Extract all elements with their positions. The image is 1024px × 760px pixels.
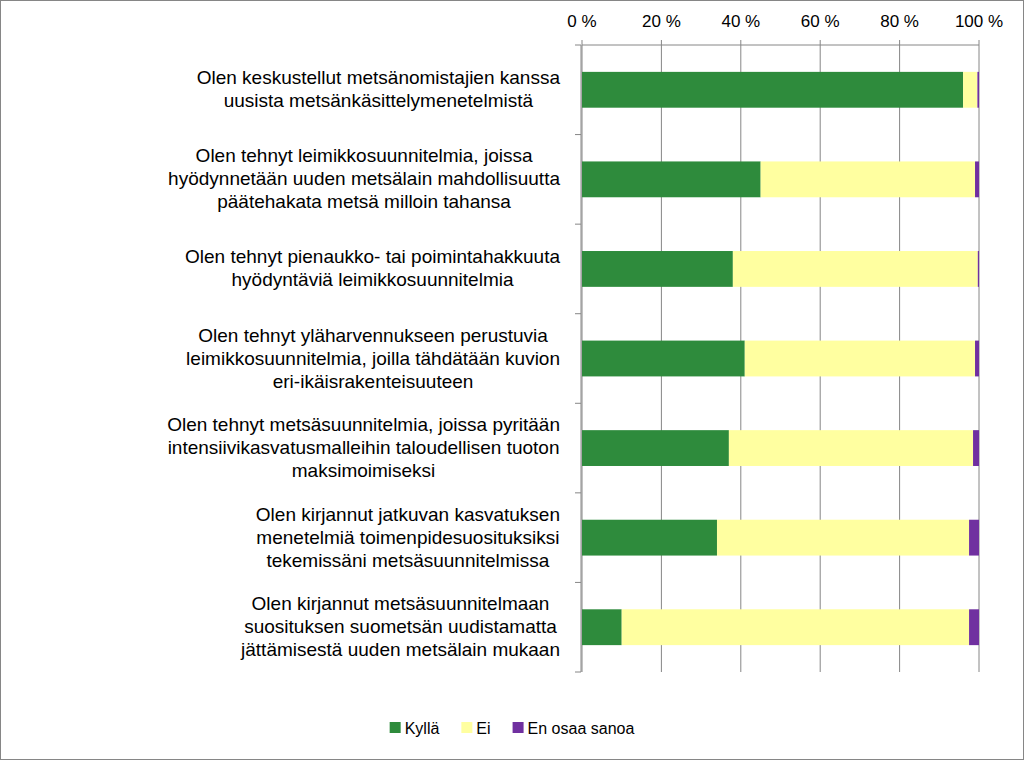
category-tick xyxy=(575,492,581,493)
bar-segment xyxy=(582,161,761,197)
tick-mark xyxy=(979,40,980,45)
category-label-line: Olen tehnyt leimikkosuunnitelmia, joissa xyxy=(196,145,533,166)
bar-segment xyxy=(582,520,717,556)
category-label: Olen tehnyt yläharvennukseen perustuvial… xyxy=(186,325,560,392)
y-axis-line xyxy=(581,45,582,672)
category-label-line: tekemissäni metsäsuunnitelmissa xyxy=(266,550,549,571)
category-label-line: eri-ikäisrakenteisuuteen xyxy=(273,371,474,392)
bar-segment xyxy=(582,341,745,377)
category-label: Olen tehnyt leimikkosuunnitelmia, joissa… xyxy=(168,145,560,212)
chart: 0 % 20 % 40 % 60 % 80 % 100 % Olen keskustellu… xyxy=(0,0,1024,760)
category-label-line: uusista metsänkäsittelymenetelmistä xyxy=(224,90,534,111)
bar-segment xyxy=(582,72,963,108)
category-label-line: hyödyntäviä leimikkosuunnitelmia xyxy=(232,269,514,290)
tick-label: 60 % xyxy=(801,12,840,31)
tick-mark xyxy=(661,40,662,45)
category-label: Olen kirjannut metsäsuunnitelmaansuositu… xyxy=(240,593,560,660)
bar-segment xyxy=(733,251,978,287)
tick-mark xyxy=(740,40,741,45)
category-label-line: päätehakata metsä milloin tahansa xyxy=(217,191,511,212)
legend-swatch xyxy=(461,722,472,733)
tick-label: 80 % xyxy=(880,12,919,31)
category-label-line: Olen tehnyt metsäsuunnitelmia, joissa py… xyxy=(167,414,560,435)
x-axis-line xyxy=(582,45,979,46)
category-label: Olen keskustellut metsänomistajien kanss… xyxy=(197,67,561,111)
category-label-line: Olen tehnyt yläharvennukseen perustuvia xyxy=(198,325,548,346)
bar-segment xyxy=(975,161,979,197)
category-label-line: suosituksen suometsän uudistamatta xyxy=(244,616,557,637)
category-tick xyxy=(575,403,581,404)
bar-segment xyxy=(975,341,979,377)
category-tick xyxy=(575,224,581,225)
bar-segment xyxy=(582,430,729,466)
frame xyxy=(1,1,1024,760)
legend-label: En osaa sanoa xyxy=(528,720,635,737)
tick-mark xyxy=(820,40,821,45)
category-label-line: leimikkosuunnitelmia, joilla tähdätään k… xyxy=(186,348,560,369)
category-tick xyxy=(575,313,581,314)
bar-segment xyxy=(582,609,622,645)
legend-label: Kyllä xyxy=(405,720,440,737)
bar-segment xyxy=(963,72,977,108)
bar-segment xyxy=(969,520,979,556)
category-tick xyxy=(575,134,581,135)
category-tick xyxy=(575,672,581,673)
category-label-line: Olen kirjannut metsäsuunnitelmaan xyxy=(252,593,550,614)
category-label-line: maksimoimiseksi xyxy=(292,460,436,481)
category-label: Olen kirjannut jatkuvan kasvatuksenmenet… xyxy=(256,504,560,571)
category-label-line: jättämisestä uuden metsälain mukaan xyxy=(240,639,560,660)
category-label-line: Olen kirjannut jatkuvan kasvatuksen xyxy=(256,504,560,525)
category-label-line: hyödynnetään uuden metsälain mahdollisuu… xyxy=(168,168,560,189)
bar-segment xyxy=(969,609,979,645)
bar-segment xyxy=(761,161,975,197)
bar-segment xyxy=(582,251,733,287)
category-label-line: intensiivikasvatusmalleihin taloudellise… xyxy=(168,437,560,458)
legend-swatch xyxy=(390,722,401,733)
legend: Kyllä Ei En osaa sanoa xyxy=(390,720,635,737)
bar-segment xyxy=(977,72,979,108)
bar-segment xyxy=(717,520,969,556)
tick-mark xyxy=(582,40,583,45)
category-label-line: Olen keskustellut metsänomistajien kanss… xyxy=(197,67,561,88)
tick-label: 0 % xyxy=(567,12,596,31)
category-label-line: menetelmiä toimenpidesuosituksiksi xyxy=(256,527,559,548)
category-label-line: Olen tehnyt pienaukko- tai poimintahakku… xyxy=(185,246,560,267)
tick-label: 100 % xyxy=(955,12,1003,31)
bar-segment xyxy=(973,430,979,466)
bar-segment xyxy=(978,251,979,287)
tick-label: 20 % xyxy=(642,12,681,31)
tick-label: 40 % xyxy=(721,12,760,31)
tick-mark xyxy=(899,40,900,45)
legend-swatch xyxy=(513,722,524,733)
category-label: Olen tehnyt metsäsuunnitelmia, joissa py… xyxy=(167,414,560,481)
category-tick xyxy=(575,582,581,583)
bar-segment xyxy=(622,609,969,645)
legend-label: Ei xyxy=(476,720,490,737)
bar-segment xyxy=(729,430,973,466)
bars xyxy=(582,72,979,645)
bar-segment xyxy=(745,341,975,377)
category-label: Olen tehnyt pienaukko- tai poimintahakku… xyxy=(185,246,560,290)
category-tick xyxy=(575,45,581,46)
